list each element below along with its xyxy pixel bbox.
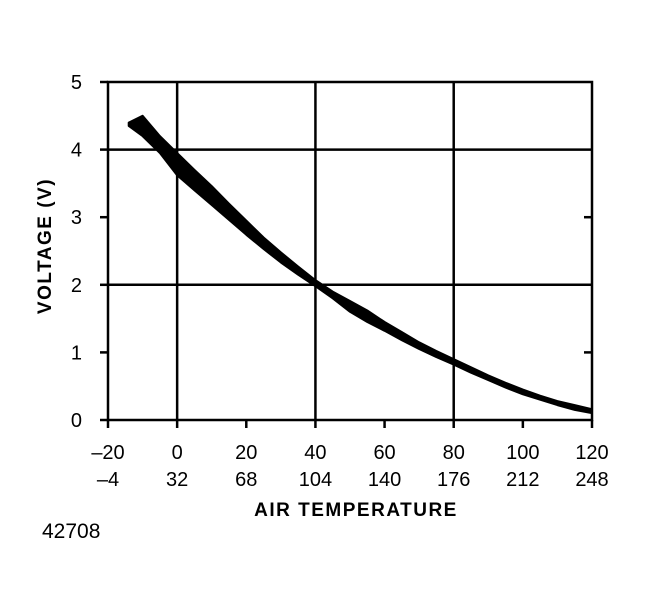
grid-lines (108, 82, 592, 420)
y-tick-labels: 0 1 2 3 4 5 (71, 72, 82, 432)
y-tick-label-5: 5 (71, 72, 82, 94)
x-axis-title: AIR TEMPERATURE (254, 500, 458, 521)
x-tick-label-celsius-0: –20 (91, 442, 124, 464)
figure-id: 42708 (42, 520, 100, 543)
plot-frame (106, 80, 594, 422)
x-tick-label-celsius-1: 0 (172, 442, 183, 464)
y-tick-label-4: 4 (71, 140, 82, 162)
y-axis-title: VOLTAGE (V) (35, 178, 56, 314)
x-tick-label-fahrenheit-3: 104 (299, 469, 332, 491)
x-tick-label-fahrenheit-2: 68 (235, 469, 257, 491)
y-tick-label-3: 3 (71, 207, 82, 229)
x-tick-label-fahrenheit-5: 176 (437, 469, 470, 491)
x-tick-labels: –20 0 20 40 60 80 100 120 –4 32 68 104 140 176 212 248 (91, 442, 608, 491)
y-tick-label-2: 2 (71, 275, 82, 297)
x-tick-label-celsius-2: 20 (235, 442, 257, 464)
x-tick-label-celsius-5: 80 (443, 442, 465, 464)
y-tick-label-1: 1 (71, 342, 82, 364)
x-tick-label-fahrenheit-1: 32 (166, 469, 188, 491)
x-tick-label-celsius-3: 40 (304, 442, 326, 464)
x-tick-label-fahrenheit-0: –4 (97, 469, 119, 491)
x-tick-label-fahrenheit-4: 140 (368, 469, 401, 491)
y-tick-label-0: 0 (71, 410, 82, 432)
x-tick-label-fahrenheit-6: 212 (506, 469, 539, 491)
x-tick-label-celsius-7: 120 (575, 442, 608, 464)
x-tick-label-celsius-4: 60 (373, 442, 395, 464)
x-tick-label-fahrenheit-7: 248 (575, 469, 608, 491)
axes (100, 80, 594, 428)
x-tick-label-celsius-6: 100 (506, 442, 539, 464)
